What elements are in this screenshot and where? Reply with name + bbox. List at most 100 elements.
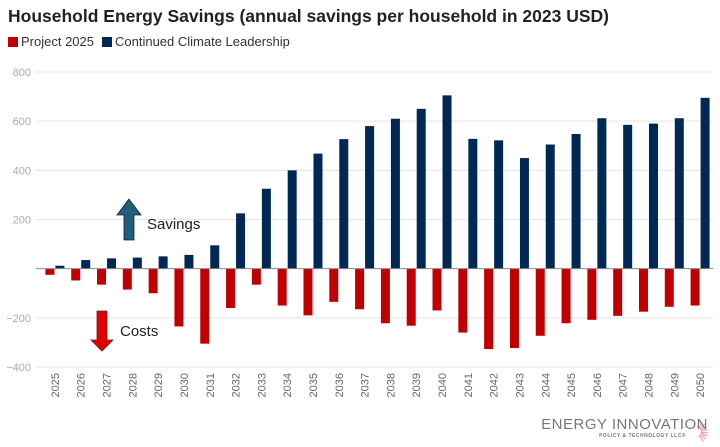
legend-swatch (102, 37, 112, 47)
logo-burst-icon (700, 433, 708, 437)
legend: Project 2025 Continued Climate Leadershi… (8, 34, 290, 49)
bar-project-2025-2049 (664, 268, 674, 307)
bar-project-2025-2045 (561, 268, 571, 324)
bar-climate-leadership-2046 (597, 118, 607, 269)
bar-project-2025-2035 (303, 268, 313, 316)
savings-arrow-icon (116, 198, 142, 241)
bar-project-2025-2032 (226, 268, 236, 308)
costs-label: Costs (120, 323, 158, 340)
bar-climate-leadership-2026 (81, 260, 91, 269)
x-tick-label: 2028 (127, 373, 139, 397)
bar-project-2025-2029 (148, 268, 158, 294)
bar-climate-leadership-2033 (261, 188, 271, 269)
x-tick-label: 2029 (153, 373, 165, 397)
x-tick-label: 2025 (50, 373, 62, 397)
costs-arrow-icon (90, 310, 114, 352)
bar-climate-leadership-2031 (210, 245, 220, 269)
x-tick-label: 2043 (514, 373, 526, 397)
x-tick-label: 2045 (566, 373, 578, 397)
x-tick-label: 2039 (411, 373, 423, 397)
bar-climate-leadership-2025 (55, 265, 65, 269)
bar-project-2025-2038 (380, 268, 390, 324)
logo-burst-icon (698, 435, 704, 442)
x-tick-label: 2033 (256, 373, 268, 397)
y-tick-label: 400 (13, 165, 31, 177)
x-tick-label: 2034 (282, 373, 294, 397)
bar-climate-leadership-2042 (494, 140, 504, 269)
logo-burst-icon (700, 426, 707, 431)
logo-burst-icon (699, 423, 706, 430)
y-tick-label: 600 (13, 116, 31, 128)
bar-climate-leadership-2050 (700, 97, 710, 269)
x-tick-label: 2041 (463, 373, 475, 397)
x-tick-label: 2031 (205, 373, 217, 397)
x-tick-label: 2038 (385, 373, 397, 397)
bar-project-2025-2026 (71, 268, 81, 281)
bar-climate-leadership-2041 (468, 138, 478, 269)
bar-climate-leadership-2034 (287, 170, 297, 269)
bar-project-2025-2025 (45, 268, 55, 275)
bar-project-2025-2036 (329, 268, 339, 302)
bar-project-2025-2046 (587, 268, 597, 320)
bar-project-2025-2031 (200, 268, 210, 344)
bar-project-2025-2050 (690, 268, 700, 306)
chart-title: Household Energy Savings (annual savings… (8, 6, 609, 26)
bar-project-2025-2027 (97, 268, 107, 285)
bar-climate-leadership-2040 (442, 95, 452, 269)
x-tick-label: 2044 (540, 373, 552, 397)
legend-item-climate-leadership: Continued Climate Leadership (102, 34, 290, 49)
bar-project-2025-2030 (174, 268, 184, 327)
bar-project-2025-2028 (122, 268, 132, 290)
x-tick-label: 2048 (643, 373, 655, 397)
bar-project-2025-2037 (355, 268, 365, 310)
y-tick-label: 800 (13, 67, 31, 79)
bar-climate-leadership-2048 (648, 123, 658, 269)
x-tick-label: 2046 (592, 373, 604, 397)
logo-burst-icon (697, 421, 700, 429)
x-tick-label: 2037 (360, 373, 372, 397)
bar-project-2025-2040 (432, 268, 442, 311)
bar-project-2025-2034 (277, 268, 287, 306)
legend-swatch (8, 37, 18, 47)
bar-climate-leadership-2027 (107, 258, 117, 269)
bar-climate-leadership-2039 (416, 108, 426, 269)
x-tick-label: 2036 (334, 373, 346, 397)
bar-climate-leadership-2038 (390, 118, 400, 269)
bar-climate-leadership-2045 (571, 133, 581, 269)
bar-project-2025-2044 (535, 268, 545, 336)
x-tick-label: 2030 (179, 373, 191, 397)
y-tick-label: −200 (6, 313, 31, 325)
x-tick-label: 2027 (102, 373, 114, 397)
bar-project-2025-2033 (251, 268, 261, 285)
bar-climate-leadership-2029 (158, 256, 168, 269)
x-tick-label: 2032 (231, 373, 243, 397)
logo-burst-icon (699, 434, 706, 440)
y-tick-label: −400 (6, 362, 31, 374)
x-tick-label: 2042 (489, 373, 501, 397)
x-tick-label: 2047 (618, 373, 630, 397)
x-tick-label: 2040 (437, 373, 449, 397)
x-tick-label: 2049 (669, 373, 681, 397)
energy-innovation-logo: ENERGY INNOVATION POLICY & TECHNOLOGY LL… (541, 416, 708, 439)
x-tick-label: 2026 (76, 373, 88, 397)
bar-climate-leadership-2047 (623, 124, 633, 269)
bar-climate-leadership-2049 (674, 118, 684, 269)
bar-project-2025-2047 (613, 268, 623, 316)
x-tick-label: 2050 (695, 373, 707, 397)
bar-project-2025-2042 (484, 268, 494, 350)
bar-climate-leadership-2030 (184, 254, 194, 269)
logo-burst-icon (700, 429, 708, 432)
bar-climate-leadership-2044 (545, 144, 555, 269)
bar-climate-leadership-2032 (236, 213, 246, 269)
y-tick-label: 200 (13, 215, 31, 227)
bar-climate-leadership-2035 (313, 153, 323, 269)
bar-climate-leadership-2028 (132, 257, 142, 269)
logo-burst-icon (700, 431, 709, 434)
bar-project-2025-2043 (509, 268, 519, 349)
savings-label: Savings (147, 216, 200, 233)
legend-item-project-2025: Project 2025 (8, 34, 94, 49)
bar-climate-leadership-2036 (339, 139, 349, 269)
bar-project-2025-2039 (406, 268, 416, 326)
